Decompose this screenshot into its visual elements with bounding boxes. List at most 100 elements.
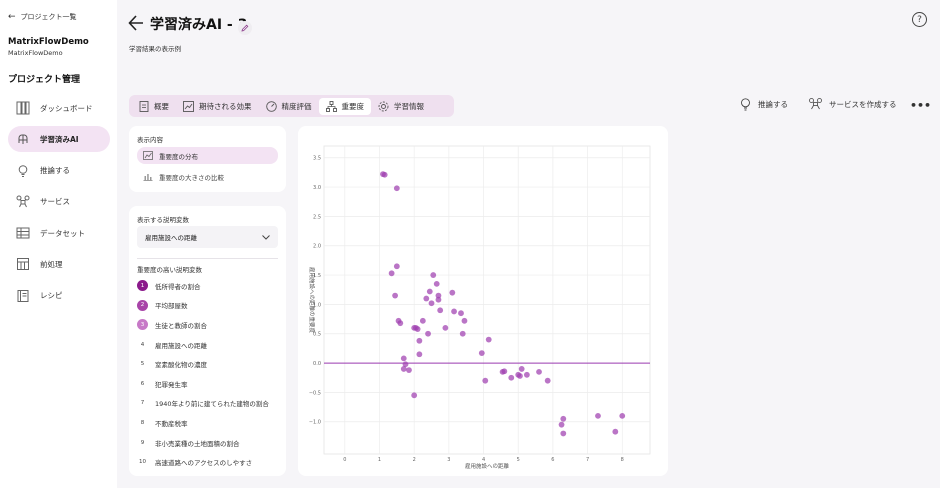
arrow-left-icon: ← — [8, 12, 16, 22]
sidebar-item-dataset[interactable]: データセット — [8, 220, 110, 246]
data-point — [435, 292, 442, 299]
importance-chart-panel: 3.5 3.0 2.5 2.0 1.5 1.0 0.5 0.0 −0.5 −1.0 0 1 2 3 4 5 6 7… — [298, 126, 668, 476]
help-button[interactable]: ? — [912, 12, 927, 27]
data-point — [423, 295, 430, 302]
help-icon: ? — [917, 14, 922, 25]
back-to-projects-link[interactable]: ← プロジェクト一覧 — [8, 12, 77, 22]
tab-bar: 概要 期待される効果 精度評価 重要度 学習情報 — [129, 95, 454, 117]
sidebar-item-label: サービス — [40, 197, 70, 207]
sidebar-item-preprocess[interactable]: 前処理 — [8, 251, 110, 277]
tab-training-info[interactable]: 学習情報 — [371, 98, 431, 115]
sidebar-item-dashboard[interactable]: ダッシュボード — [8, 95, 110, 121]
rank-badge: 5 — [140, 361, 145, 368]
sidebar-item-label: ダッシュボード — [40, 103, 93, 113]
option-label: 重要度の大きさの比較 — [159, 173, 224, 182]
page-title: 学習済みAI - 3 — [150, 17, 248, 33]
data-point — [419, 317, 426, 324]
display-content-label: 表示内容 — [137, 136, 163, 144]
data-point — [501, 368, 508, 375]
page-back-button[interactable] — [128, 14, 144, 32]
ranking-item: 3 生徒と教師の割合 — [137, 315, 278, 335]
pencil-icon — [241, 24, 249, 32]
data-point — [536, 368, 542, 375]
tab-label: 期待される効果 — [199, 101, 252, 111]
ranking-item-label: 不動産税率 — [155, 419, 188, 428]
ranking-item: 10 高速道路へのアクセスのしやすさ — [137, 452, 278, 472]
data-point — [449, 289, 456, 296]
tab-label: 学習情報 — [394, 101, 424, 111]
edit-title-button[interactable] — [238, 21, 252, 35]
ranking-item: 5 窒素酸化物の濃度 — [137, 354, 278, 374]
data-point — [517, 373, 523, 379]
data-point — [426, 288, 433, 295]
explanatory-variables-panel: 表示する説明変数 雇用施設への距離 重要度の高い説明変数 1 低所得者の割合 2 平均… — [129, 206, 286, 476]
sidebar-item-label: レシピ — [40, 291, 63, 301]
x-tick-label: 3 — [447, 457, 450, 463]
ranking-item-label: 雇用施設への距離 — [155, 341, 207, 350]
data-point — [461, 317, 468, 324]
data-point — [435, 296, 442, 303]
tab-accuracy[interactable]: 精度評価 — [259, 98, 319, 115]
drone-icon — [809, 98, 822, 110]
create-service-button[interactable]: サービスを作成する — [809, 98, 897, 110]
data-point — [393, 185, 400, 192]
ranking-item-label: 低所得者の割合 — [155, 282, 201, 291]
ranking-item: 4 雇用施設への距離 — [137, 335, 278, 355]
gauge-icon — [265, 100, 277, 112]
variable-select-value: 雇用施設への距離 — [145, 234, 197, 242]
chevron-down-icon — [262, 234, 270, 240]
scatter-icon — [143, 151, 153, 160]
rank-badge: 2 — [137, 299, 148, 311]
data-point — [400, 355, 407, 362]
y-tick-label: −1.0 — [309, 420, 321, 426]
rank-badge: 3 — [137, 319, 148, 331]
tab-expected-effect[interactable]: 期待される効果 — [176, 98, 259, 115]
tab-label: 重要度 — [341, 101, 365, 111]
y-axis-label: 雇用施設への距離の重要度 — [308, 267, 316, 334]
x-axis-label: 雇用施設への距離 — [465, 462, 510, 470]
data-point — [558, 421, 565, 428]
data-point — [459, 330, 466, 337]
infer-button[interactable]: 推論する — [740, 98, 788, 111]
y-tick-label: 3.5 — [313, 156, 321, 162]
variable-select-label: 表示する説明変数 — [137, 216, 189, 224]
more-options-button[interactable]: ••• — [910, 99, 931, 112]
ranking-item-label: 平均部屋数 — [155, 302, 188, 311]
tab-overview[interactable]: 概要 — [132, 98, 176, 115]
y-tick-label: 1.5 — [313, 273, 321, 279]
sidebar-item-trained-ai[interactable]: 学習済みAI — [8, 126, 110, 153]
x-tick-label: 2 — [413, 457, 416, 463]
data-point — [612, 428, 619, 435]
preprocess-icon — [16, 257, 30, 271]
sidebar-item-label: 学習済みAI — [40, 134, 79, 144]
dashboard-icon — [16, 101, 30, 115]
data-point — [518, 366, 525, 372]
tab-importance[interactable]: 重要度 — [318, 97, 371, 115]
data-point — [560, 430, 567, 437]
infer-button-label: 推論する — [758, 100, 788, 109]
option-importance-distribution[interactable]: 重要度の分布 — [137, 147, 278, 164]
data-point — [560, 415, 567, 422]
data-point — [428, 300, 435, 307]
ranking-item: 1 低所得者の割合 — [137, 276, 278, 296]
ranking-item-label: 窒素酸化物の濃度 — [155, 361, 207, 370]
variable-select[interactable]: 雇用施設への距離 — [137, 226, 278, 248]
ranking-item-label: 生徒と教師の割合 — [155, 321, 207, 330]
sidebar-item-service[interactable]: サービス — [8, 189, 110, 215]
option-label: 重要度の分布 — [159, 152, 198, 161]
ranking-item-label: 非小売業種の土地面積の割合 — [155, 439, 240, 448]
data-point — [397, 320, 404, 327]
bar-chart-icon — [143, 174, 153, 181]
data-point — [400, 366, 407, 372]
hierarchy-icon — [325, 100, 337, 112]
importance-scatter-chart: 3.5 3.0 2.5 2.0 1.5 1.0 0.5 0.0 −0.5 −1.0 0 1 2 3 4 5 6 7… — [308, 145, 651, 470]
y-tick-label: 0.0 — [313, 361, 321, 367]
sidebar-item-recipe[interactable]: レシピ — [8, 283, 110, 309]
data-point — [451, 308, 457, 315]
option-importance-comparison[interactable]: 重要度の大きさの比較 — [137, 168, 278, 185]
data-point — [414, 326, 421, 332]
data-point — [416, 351, 423, 358]
data-point — [425, 330, 431, 337]
ranking-label: 重要度の高い説明変数 — [137, 266, 202, 274]
sidebar-item-inference[interactable]: 推論する — [8, 158, 110, 184]
